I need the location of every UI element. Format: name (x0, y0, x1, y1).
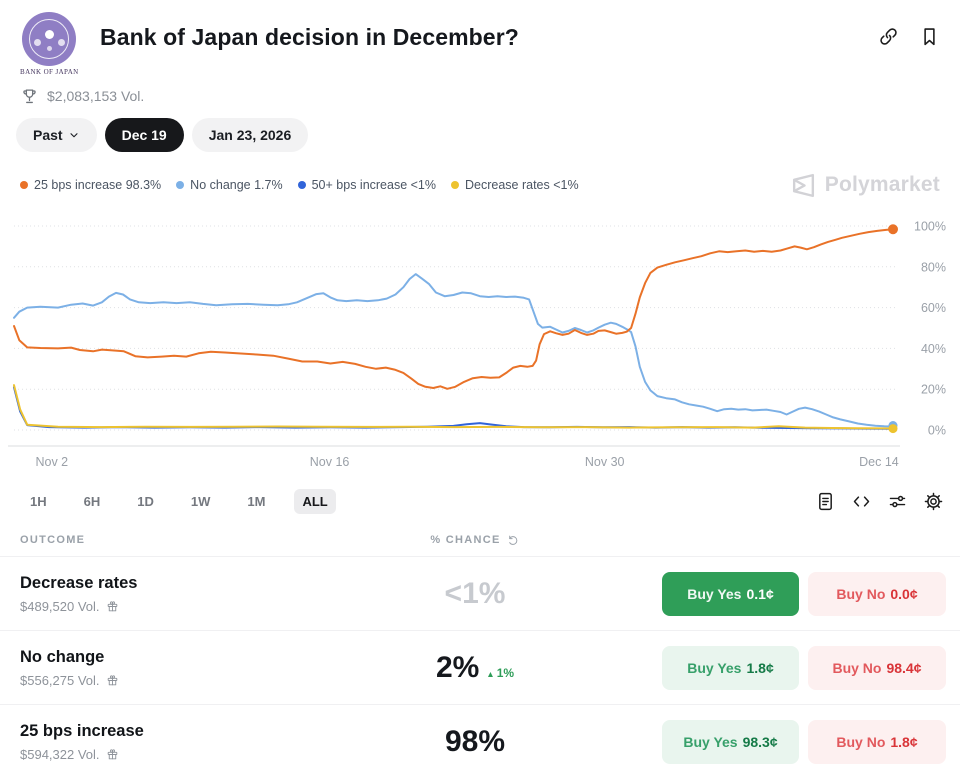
buy-yes-button[interactable]: Buy Yes 98.3¢ (662, 719, 799, 764)
series-end-dot (888, 224, 898, 235)
legend-dot (297, 181, 306, 189)
buy-no-button[interactable]: Buy No 0.0¢ (808, 571, 946, 616)
y-axis-label: 80% (921, 260, 946, 274)
legend-label: Decrease rates <1% (465, 178, 579, 192)
watermark-text: Polymarket (824, 173, 940, 196)
outcome-row-decrease-rates: Decrease rates $489,520 Vol. <1% Buy Yes 0.… (0, 556, 960, 630)
legend-label: No change 1.7% (190, 178, 283, 192)
range-button-1m[interactable]: 1M (247, 493, 266, 509)
gear-icon[interactable] (923, 491, 944, 512)
y-axis-label: 20% (921, 383, 946, 397)
price-chart[interactable]: 0% 20% 40% 60% 80% 100% Nov 2 Nov 16 Nov 30 Dec 1… (0, 204, 960, 476)
market-header: Bank of Japan Bank of Japan decision in … (0, 0, 960, 76)
gift-icon (107, 674, 117, 685)
x-axis-label: Nov 16 (310, 455, 350, 469)
tab-label: Dec 19 (121, 127, 167, 143)
legend-item: 50+ bps increase <1% (297, 178, 436, 192)
buy-yes-button[interactable]: Buy Yes 0.1¢ (662, 571, 799, 616)
page-title: Bank of Japan decision in December? (100, 24, 519, 50)
legend-dot (176, 181, 185, 189)
y-axis-label: 60% (921, 301, 946, 315)
x-axis-label: Dec 14 (859, 455, 899, 469)
tab-label: Jan 23, 2026 (208, 127, 292, 143)
legend-dot (20, 181, 28, 189)
chart-controls-row: 1H 6H 1D 1W 1M ALL (0, 476, 960, 516)
series-end-dot (888, 424, 898, 434)
chart-legend-row: 25 bps increase 98.3% No change 1.7% 50+ b… (0, 152, 960, 199)
y-axis-label: 0% (928, 424, 946, 438)
outcome-rows: Decrease rates $489,520 Vol. <1% Buy Yes 0.… (0, 556, 960, 774)
tab-dec-19[interactable]: Dec 19 (104, 118, 184, 152)
outcome-row-25-bps-increase: 25 bps increase $594,322 Vol. 98% Buy Yes 9… (0, 704, 960, 774)
legend-dot (451, 181, 459, 189)
tab-label: Past (33, 127, 63, 143)
outcome-volume: $594,322 Vol. (20, 746, 100, 762)
outcome-name: 25 bps increase (20, 721, 144, 740)
series-line-25-bps-increase (13, 228, 894, 390)
legend-item: No change 1.7% (176, 178, 283, 192)
price-chart-svg: 0% 20% 40% 60% 80% 100% Nov 2 Nov 16 Nov 30 Dec 1… (8, 220, 946, 469)
bookmark-icon[interactable] (919, 26, 940, 47)
volume-row: $2,083,153 Vol. (0, 76, 960, 106)
trophy-icon (23, 89, 36, 103)
gift-icon (107, 748, 117, 759)
buy-yes-button[interactable]: Buy Yes 1.8¢ (662, 645, 799, 690)
legend-item: 25 bps increase 98.3% (20, 178, 161, 192)
chevron-down-icon (68, 129, 80, 141)
market-volume: $2,083,153 Vol. (47, 88, 145, 104)
range-button-6h[interactable]: 6H (83, 493, 101, 509)
legend-item: Decrease rates <1% (451, 178, 579, 192)
outcome-name: No change (20, 647, 105, 666)
tab-past[interactable]: Past (16, 118, 97, 152)
legend-label: 50+ bps increase <1% (311, 178, 436, 192)
range-button-all[interactable]: ALL (294, 488, 336, 514)
y-axis-label: 40% (921, 342, 946, 356)
range-button-1d[interactable]: 1D (137, 493, 154, 509)
polymarket-logo-icon (792, 173, 814, 197)
market-logo: Bank of Japan (20, 12, 78, 76)
chance-value: 98% (444, 724, 506, 758)
rules-document-icon[interactable] (815, 491, 836, 512)
logo-caption: Bank of Japan (20, 68, 79, 76)
buy-no-button[interactable]: Buy No 98.4¢ (808, 645, 946, 690)
chance-value: 2% ▲ 1% (435, 650, 515, 684)
legend-label: 25 bps increase 98.3% (34, 178, 162, 192)
x-axis-label: Nov 2 (35, 455, 68, 469)
bank-of-japan-seal-image (22, 12, 76, 66)
polymarket-watermark: Polymarket (790, 172, 940, 199)
series-line-no-change (13, 273, 894, 428)
outcome-column-header: OUTCOME (20, 534, 86, 546)
embed-code-icon[interactable] (851, 491, 872, 512)
chart-settings-sliders-icon[interactable] (887, 491, 908, 512)
outcome-volume: $489,520 Vol. (20, 598, 100, 614)
outcome-row-no-change: No change $556,275 Vol. 2% ▲ 1% Buy Yes 1.8¢ B… (0, 630, 960, 704)
outcome-name: Decrease rates (20, 573, 138, 592)
chance-column-header: % CHANCE (430, 534, 501, 546)
outcome-table-header: OUTCOME % CHANCE (0, 516, 960, 556)
outcome-volume: $556,275 Vol. (20, 672, 100, 688)
gift-icon (107, 600, 117, 611)
series-line-50-bps-increase (13, 386, 894, 430)
x-axis-label: Nov 30 (585, 455, 625, 469)
chance-delta: ▲ 1% (486, 665, 515, 680)
copy-link-icon[interactable] (878, 26, 899, 47)
range-button-1h[interactable]: 1H (30, 493, 47, 509)
buy-no-button[interactable]: Buy No 1.8¢ (808, 719, 946, 764)
series-line-decrease-rates (13, 384, 894, 430)
chance-value: <1% (444, 576, 506, 610)
y-axis-label: 100% (914, 220, 946, 234)
date-tabs: Past Dec 19 Jan 23, 2026 (0, 106, 960, 152)
tab-jan-23-2026[interactable]: Jan 23, 2026 (191, 118, 309, 152)
refresh-icon[interactable] (507, 534, 520, 547)
range-button-1w[interactable]: 1W (190, 493, 211, 509)
